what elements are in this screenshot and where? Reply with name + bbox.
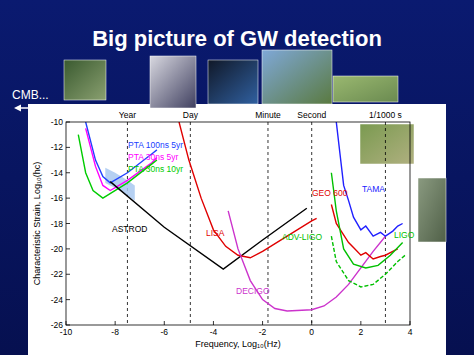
y-tick-label: -26 <box>51 320 64 330</box>
y-tick <box>66 223 70 224</box>
photo <box>150 56 196 108</box>
x-tick <box>66 321 67 325</box>
x-axis-title: Frequency, Log₁₀(Hz) <box>195 339 281 349</box>
time-marker-label: 1/1000 s <box>369 110 402 120</box>
y-tick-label: -10 <box>51 117 64 127</box>
y-axis-title: Characteristic Strain, Log₁₀(hc) <box>32 162 42 285</box>
curve-label: LISA <box>206 228 225 238</box>
curve-label: GEO 600 <box>312 188 348 198</box>
x-tick-label: -6 <box>161 327 169 337</box>
y-tick <box>66 122 70 123</box>
y-tick-label: -16 <box>51 193 64 203</box>
curve-label: PTA 30ns 5yr <box>128 152 179 162</box>
note: CMB... <box>12 88 49 102</box>
y-tick-label: -12 <box>51 142 64 152</box>
curve-label: ADV-LIGO <box>282 232 323 242</box>
curve-label: LIGO <box>394 230 415 240</box>
y-tick <box>66 325 70 326</box>
curve <box>336 122 402 236</box>
curve <box>110 182 307 270</box>
y-tick <box>66 299 70 300</box>
x-tick <box>115 321 116 325</box>
time-marker-line <box>385 122 386 325</box>
time-marker-line <box>190 122 191 325</box>
time-marker-label: Second <box>297 110 326 120</box>
curve-label: DECIGO <box>236 286 270 296</box>
x-tick-label: -2 <box>259 327 267 337</box>
photo <box>64 60 106 100</box>
x-tick <box>360 321 361 325</box>
photo <box>418 178 446 242</box>
x-tick <box>262 321 263 325</box>
plot-frame <box>66 122 410 325</box>
x-tick-label: 0 <box>309 327 314 337</box>
time-marker-label: Minute <box>255 110 281 120</box>
x-tick-label: -8 <box>111 327 119 337</box>
time-marker-label: Day <box>183 110 199 120</box>
x-tick-label: -4 <box>210 327 218 337</box>
arrow-head <box>14 105 21 112</box>
slide-title: Big picture of GW detection <box>92 26 382 51</box>
curve <box>331 204 397 259</box>
x-tick-label: 4 <box>408 327 413 337</box>
y-tick-label: -20 <box>51 244 64 254</box>
y-tick-label: -14 <box>51 168 64 178</box>
y-tick-label: -24 <box>51 295 64 305</box>
y-tick-label: -18 <box>51 219 64 229</box>
photo <box>360 124 414 164</box>
curve-label: ASTROD <box>112 224 147 234</box>
photo <box>333 76 398 102</box>
time-marker-label: Year <box>119 110 136 120</box>
time-marker-line <box>311 122 312 325</box>
x-tick <box>311 321 312 325</box>
y-tick <box>66 198 70 199</box>
x-tick <box>410 321 411 325</box>
y-tick <box>66 274 70 275</box>
curve-label: PTA 30ns 10yr <box>128 164 183 174</box>
photo <box>208 60 258 104</box>
x-tick-label: 2 <box>358 327 363 337</box>
y-tick <box>66 172 70 173</box>
background <box>0 0 474 355</box>
curve <box>228 211 385 311</box>
y-tick-label: -22 <box>51 269 64 279</box>
y-tick <box>66 248 70 249</box>
x-tick <box>213 321 214 325</box>
x-tick <box>164 321 165 325</box>
curve-label: PTA 100ns 5yr <box>128 140 183 150</box>
plot-data <box>78 122 405 311</box>
curve-label: TAMA <box>362 184 385 194</box>
y-tick <box>66 147 70 148</box>
photo <box>262 50 332 104</box>
curve <box>331 236 405 287</box>
slide: Big picture of GW detection CMB... Year Day… <box>0 0 474 355</box>
chart-panel <box>28 104 446 355</box>
